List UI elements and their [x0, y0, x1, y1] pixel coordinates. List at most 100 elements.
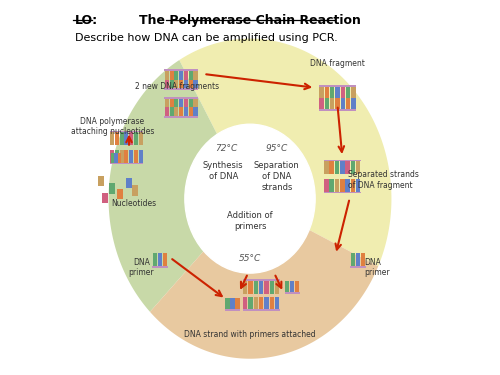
Text: Separation
of DNA
strands: Separation of DNA strands	[254, 161, 300, 192]
Bar	[324, 162, 328, 174]
Bar	[188, 108, 192, 116]
Bar	[270, 297, 274, 309]
Bar	[259, 297, 264, 309]
Bar	[165, 71, 169, 80]
Bar	[110, 130, 143, 132]
Bar	[179, 99, 183, 108]
Bar	[139, 150, 143, 162]
Bar	[230, 298, 234, 309]
Bar	[264, 297, 268, 309]
Bar	[126, 178, 132, 188]
Bar	[152, 254, 157, 266]
Bar	[194, 71, 198, 80]
Text: DNA strand with primers attached: DNA strand with primers attached	[184, 330, 316, 339]
Bar	[124, 132, 128, 145]
Bar	[188, 71, 192, 80]
Bar	[120, 150, 124, 162]
Bar	[170, 99, 173, 108]
Bar	[346, 178, 350, 192]
Text: Synthesis
of DNA: Synthesis of DNA	[203, 161, 243, 181]
Bar	[254, 281, 258, 294]
Bar	[174, 99, 178, 108]
Bar	[324, 178, 328, 192]
Text: DNA polymerase
attaching nucleotides: DNA polymerase attaching nucleotides	[70, 117, 154, 136]
Bar	[118, 153, 122, 162]
Bar	[330, 162, 334, 174]
Bar	[320, 87, 324, 98]
Ellipse shape	[185, 124, 315, 273]
Bar	[179, 108, 183, 116]
Bar	[170, 108, 173, 116]
Bar	[248, 281, 253, 294]
Bar	[350, 266, 366, 267]
Bar	[330, 98, 334, 109]
Bar	[340, 98, 345, 109]
Bar	[134, 132, 138, 145]
Text: 95°C: 95°C	[266, 144, 288, 153]
Bar	[290, 281, 294, 292]
Bar	[164, 116, 198, 118]
Bar	[165, 99, 169, 108]
Bar	[243, 281, 248, 294]
Bar	[114, 153, 117, 162]
Bar	[242, 279, 280, 281]
Bar	[174, 71, 178, 80]
Bar	[116, 189, 122, 200]
Bar	[152, 266, 168, 267]
Bar	[356, 162, 360, 174]
Bar	[335, 178, 339, 192]
Bar	[124, 150, 128, 162]
Bar	[164, 69, 198, 71]
Bar	[158, 254, 162, 266]
Bar	[254, 297, 258, 309]
Bar	[361, 254, 366, 266]
Bar	[330, 87, 334, 98]
Bar	[335, 98, 340, 109]
Bar	[330, 178, 334, 192]
Bar	[98, 176, 104, 186]
Bar	[236, 298, 240, 309]
Bar	[356, 254, 360, 266]
Text: 2 new DNA fragments: 2 new DNA fragments	[136, 82, 220, 92]
Bar	[346, 162, 350, 174]
Text: DNA
primer: DNA primer	[128, 258, 154, 277]
Bar	[165, 80, 169, 88]
Bar	[184, 71, 188, 80]
Bar	[110, 162, 143, 164]
Bar	[275, 281, 280, 294]
Bar	[174, 108, 178, 116]
Bar	[340, 178, 344, 192]
Bar	[351, 98, 356, 109]
Text: Describe how DNA can be amplified using PCR.: Describe how DNA can be amplified using …	[75, 33, 338, 43]
Polygon shape	[108, 60, 250, 312]
Bar	[115, 150, 119, 162]
Bar	[350, 178, 355, 192]
Bar	[134, 150, 138, 162]
Bar	[184, 108, 188, 116]
Bar	[132, 185, 138, 196]
Bar	[242, 309, 280, 311]
Bar	[139, 132, 143, 145]
Bar	[319, 109, 356, 111]
Bar	[174, 80, 178, 88]
Text: 72°C: 72°C	[214, 144, 237, 153]
Bar	[259, 281, 264, 294]
Bar	[164, 97, 198, 99]
Bar	[184, 80, 188, 88]
Bar	[188, 99, 192, 108]
Bar	[110, 150, 114, 162]
Bar	[350, 254, 355, 266]
Bar	[340, 162, 344, 174]
Bar	[170, 80, 173, 88]
Bar	[194, 99, 198, 108]
Bar	[188, 80, 192, 88]
Bar	[184, 99, 188, 108]
Bar	[340, 87, 345, 98]
Bar	[179, 80, 183, 88]
Text: DNA
primer: DNA primer	[364, 258, 390, 277]
Bar	[170, 71, 173, 80]
Polygon shape	[150, 199, 378, 359]
Bar	[320, 98, 324, 109]
Bar	[346, 98, 350, 109]
Bar	[295, 281, 299, 292]
